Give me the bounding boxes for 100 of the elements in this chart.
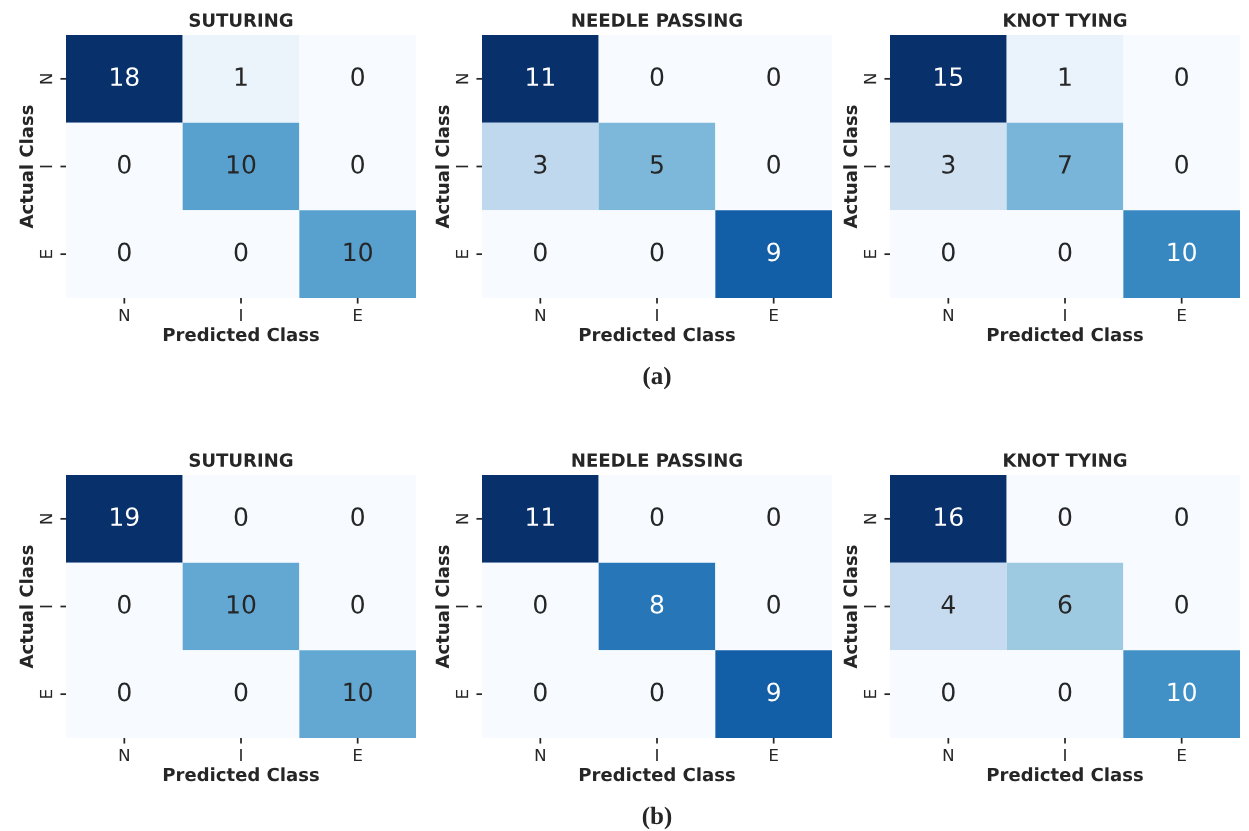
data-label: 0 — [351, 67, 364, 87]
y-tick-label: I — [39, 605, 53, 608]
chart-title: SUTURING — [189, 453, 293, 467]
data-label: 16 — [935, 507, 963, 527]
data-label: 9 — [767, 242, 780, 262]
x-tick-label: N — [535, 308, 545, 322]
data-label: 9 — [767, 682, 780, 702]
x-tick-label: E — [770, 748, 778, 762]
x-axis-title: Predicted Class — [987, 327, 1143, 342]
y-tick-label: E — [39, 689, 53, 698]
data-label: 0 — [118, 242, 131, 262]
y-tick-label: I — [455, 165, 469, 168]
chart-title: NEEDLE PASSING — [572, 453, 742, 467]
data-label: 3 — [942, 154, 955, 174]
data-label: 0 — [1175, 67, 1188, 87]
y-tick-label: N — [455, 74, 469, 84]
data-label: 0 — [118, 154, 131, 174]
data-label: 0 — [1175, 507, 1188, 527]
y-tick-label: I — [863, 165, 877, 168]
x-axis-title: Predicted Class — [579, 327, 735, 342]
x-tick-label: I — [1064, 748, 1066, 762]
x-tick-label: N — [119, 748, 129, 762]
data-label: 10 — [1168, 242, 1196, 262]
data-label: 0 — [234, 682, 248, 702]
data-label: 11 — [527, 67, 554, 86]
data-label: 4 — [941, 595, 955, 614]
data-label: 15 — [935, 67, 963, 87]
data-label: 8 — [650, 594, 664, 614]
data-label: 10 — [344, 242, 372, 262]
data-label: 10 — [344, 682, 372, 702]
x-tick-label: E — [1178, 308, 1186, 322]
data-label: 0 — [650, 67, 664, 87]
y-tick-label: N — [455, 514, 469, 524]
data-label: 11 — [527, 507, 554, 526]
chart-title: KNOT TYING — [1004, 453, 1127, 467]
y-tick-label: N — [39, 74, 53, 84]
data-label: 18 — [111, 67, 139, 87]
data-label: 0 — [234, 507, 248, 527]
x-axis-title: Predicted Class — [163, 327, 319, 342]
y-tick-label: I — [39, 165, 53, 168]
data-label: 0 — [650, 242, 664, 262]
data-label: 0 — [351, 507, 364, 527]
x-axis-title: Predicted Class — [579, 767, 735, 782]
x-tick-label: I — [1064, 308, 1066, 322]
data-label: 0 — [1058, 682, 1072, 702]
data-label: 0 — [534, 682, 547, 702]
x-tick-label: I — [240, 308, 242, 322]
y-tick-label: E — [455, 689, 469, 698]
chart-title: SUTURING — [189, 13, 293, 27]
y-tick-label: E — [39, 249, 53, 258]
y-tick-label: E — [863, 249, 877, 258]
data-label: 0 — [1175, 594, 1188, 614]
y-axis-title: Actual Class — [843, 545, 858, 669]
chart-title: NEEDLE PASSING — [572, 13, 742, 27]
x-tick-label: I — [656, 308, 658, 322]
data-label: 10 — [227, 594, 256, 614]
x-tick-label: N — [119, 308, 129, 322]
y-axis-title: Actual Class — [435, 105, 450, 229]
y-axis-title: Actual Class — [19, 105, 34, 229]
data-label: 0 — [351, 594, 364, 614]
data-label: 0 — [942, 242, 955, 262]
data-label: 0 — [1058, 242, 1072, 262]
data-label: 0 — [118, 594, 131, 614]
data-label: 0 — [650, 507, 664, 527]
data-label: 0 — [767, 154, 780, 174]
x-axis-title: Predicted Class — [987, 767, 1143, 782]
y-tick-label: E — [455, 249, 469, 258]
data-label: 6 — [1058, 594, 1072, 614]
text: (a) — [643, 366, 671, 390]
y-axis-title: Actual Class — [843, 105, 858, 229]
data-label: 0 — [351, 154, 364, 174]
y-axis-title: Actual Class — [435, 545, 450, 669]
data-label: 19 — [111, 507, 139, 527]
x-tick-label: I — [240, 748, 242, 762]
data-label: 10 — [1168, 682, 1196, 702]
text: (b) — [642, 806, 672, 830]
data-label: 1 — [1059, 67, 1071, 86]
data-label: 0 — [767, 507, 780, 527]
y-tick-label: I — [455, 605, 469, 608]
y-tick-label: N — [863, 74, 877, 84]
data-label: 10 — [227, 154, 256, 174]
data-label: 0 — [534, 594, 547, 614]
x-tick-label: I — [656, 748, 658, 762]
x-tick-label: N — [535, 748, 545, 762]
data-label: 0 — [1175, 154, 1188, 174]
y-tick-label: E — [863, 689, 877, 698]
chart-title: KNOT TYING — [1004, 13, 1127, 27]
data-label: 3 — [534, 154, 547, 174]
x-tick-label: N — [943, 308, 953, 322]
data-label: 5 — [650, 155, 663, 174]
data-label: 0 — [1058, 507, 1072, 527]
y-tick-label: N — [863, 514, 877, 524]
x-tick-label: E — [770, 308, 778, 322]
x-tick-label: E — [354, 308, 362, 322]
data-label: 0 — [767, 594, 780, 614]
x-tick-label: E — [1178, 748, 1186, 762]
data-label: 0 — [118, 682, 131, 702]
x-axis-title: Predicted Class — [163, 767, 319, 782]
data-label: 7 — [1059, 155, 1071, 174]
data-label: 0 — [650, 682, 664, 702]
